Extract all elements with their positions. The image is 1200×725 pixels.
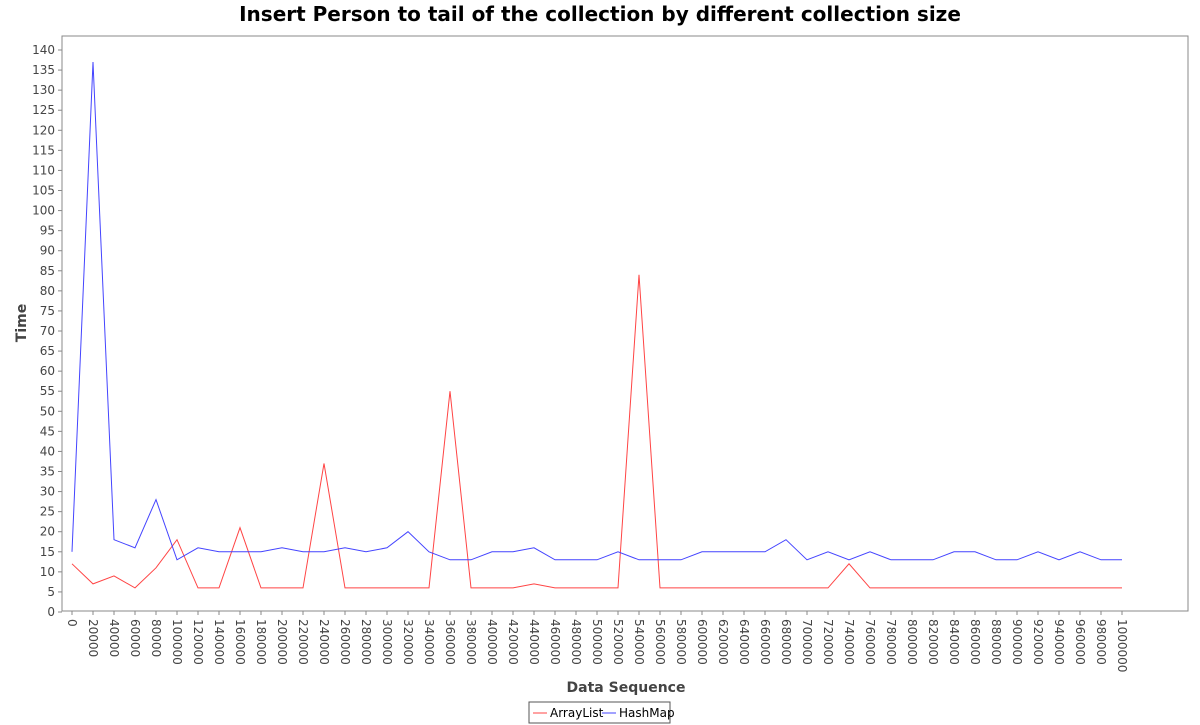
- x-tick-label: 200000: [275, 619, 289, 665]
- y-tick-label: 40: [40, 444, 55, 458]
- x-tick-label: 560000: [653, 619, 667, 665]
- y-tick-label: 60: [40, 364, 55, 378]
- x-tick-label: 340000: [422, 619, 436, 665]
- x-tick-label: 420000: [506, 619, 520, 665]
- x-tick-label: 20000: [86, 619, 100, 657]
- x-tick-label: 900000: [1010, 619, 1024, 665]
- x-tick-label: 440000: [527, 619, 541, 665]
- x-tick-label: 500000: [590, 619, 604, 665]
- y-tick-label: 100: [32, 204, 55, 218]
- x-tick-label: 760000: [863, 619, 877, 665]
- x-tick-label: 640000: [737, 619, 751, 665]
- y-tick-label: 70: [40, 324, 55, 338]
- y-tick-label: 125: [32, 103, 55, 117]
- y-tick-label: 80: [40, 284, 55, 298]
- x-tick-label: 0: [65, 619, 79, 627]
- x-tick-label: 180000: [254, 619, 268, 665]
- x-axis-title: Data Sequence: [567, 680, 686, 696]
- y-tick-label: 135: [32, 63, 55, 77]
- y-tick-label: 120: [32, 123, 55, 137]
- x-tick-label: 240000: [317, 619, 331, 665]
- y-tick-label: 25: [40, 505, 55, 519]
- y-tick-label: 85: [40, 264, 55, 278]
- x-tick-label: 580000: [674, 619, 688, 665]
- series-line-arraylist: [71, 274, 1122, 589]
- x-tick-label: 680000: [779, 619, 793, 665]
- x-tick-label: 980000: [1094, 619, 1108, 665]
- x-tick-label: 120000: [191, 619, 205, 665]
- y-tick-label: 45: [40, 424, 55, 438]
- x-tick-label: 140000: [212, 619, 226, 665]
- x-tick-label: 700000: [800, 619, 814, 665]
- y-tick-label: 105: [32, 184, 55, 198]
- x-tick-label: 100000: [170, 619, 184, 665]
- y-tick-label: 20: [40, 525, 55, 539]
- x-tick-label: 840000: [947, 619, 961, 665]
- y-tick-label: 30: [40, 485, 55, 499]
- x-tick-label: 720000: [821, 619, 835, 665]
- x-tick-label: 380000: [464, 619, 478, 665]
- x-axis: 0 20000 40000 60000 80000 100000 120000 140000 1…: [65, 611, 1129, 672]
- x-tick-label: 940000: [1052, 619, 1066, 665]
- x-tick-label: 160000: [233, 619, 247, 665]
- y-axis: 0 5 10 15 20 25 30 35 40 45 50 55 60 65 70 75 80 85 90 95 10…: [32, 43, 62, 619]
- y-tick-label: 115: [32, 143, 55, 157]
- x-tick-label: 220000: [296, 619, 310, 665]
- x-tick-label: 740000: [842, 619, 856, 665]
- x-tick-label: 80000: [149, 619, 163, 657]
- x-tick-label: 280000: [359, 619, 373, 665]
- x-tick-label: 360000: [443, 619, 457, 665]
- x-tick-label: 820000: [926, 619, 940, 665]
- y-tick-label: 10: [40, 565, 55, 579]
- x-tick-label: 520000: [611, 619, 625, 665]
- x-tick-label: 300000: [380, 619, 394, 665]
- x-tick-label: 960000: [1073, 619, 1087, 665]
- x-tick-label: 400000: [485, 619, 499, 665]
- y-tick-label: 110: [32, 163, 55, 177]
- x-tick-label: 540000: [632, 619, 646, 665]
- x-tick-label: 1000000: [1115, 619, 1129, 672]
- legend-label-hashmap: HashMap: [619, 706, 675, 720]
- x-tick-label: 600000: [695, 619, 709, 665]
- y-tick-label: 5: [47, 585, 55, 599]
- y-tick-label: 55: [40, 384, 55, 398]
- x-tick-label: 860000: [968, 619, 982, 665]
- series-line-hashmap: [71, 61, 1122, 561]
- y-tick-label: 140: [32, 43, 55, 57]
- y-tick-label: 95: [40, 224, 55, 238]
- x-tick-label: 460000: [548, 619, 562, 665]
- legend: ArrayList HashMap: [528, 701, 675, 724]
- x-tick-label: 620000: [716, 619, 730, 665]
- y-tick-label: 35: [40, 465, 55, 479]
- y-tick-label: 130: [32, 83, 55, 97]
- x-tick-label: 40000: [107, 619, 121, 657]
- x-tick-label: 880000: [989, 619, 1003, 665]
- plot-area: [61, 35, 1189, 612]
- series-layer: [71, 61, 1122, 589]
- x-tick-label: 320000: [401, 619, 415, 665]
- y-tick-label: 0: [47, 605, 55, 619]
- legend-box: [528, 701, 671, 724]
- x-tick-label: 60000: [128, 619, 142, 657]
- y-tick-label: 75: [40, 304, 55, 318]
- y-tick-label: 15: [40, 545, 55, 559]
- x-tick-label: 260000: [338, 619, 352, 665]
- y-tick-label: 65: [40, 344, 55, 358]
- x-tick-label: 920000: [1031, 619, 1045, 665]
- chart-title: Insert Person to tail of the collection …: [239, 2, 961, 26]
- y-axis-title: Time: [14, 304, 30, 342]
- x-tick-label: 480000: [569, 619, 583, 665]
- legend-label-arraylist: ArrayList: [550, 706, 604, 720]
- x-tick-label: 780000: [884, 619, 898, 665]
- y-tick-label: 50: [40, 404, 55, 418]
- x-tick-label: 800000: [905, 619, 919, 665]
- x-tick-label: 660000: [758, 619, 772, 665]
- y-tick-label: 90: [40, 244, 55, 258]
